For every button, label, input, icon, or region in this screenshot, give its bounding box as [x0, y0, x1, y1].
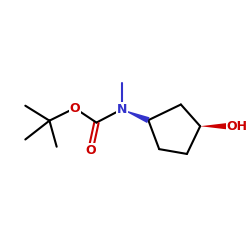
Text: N: N — [116, 103, 127, 116]
Text: OH: OH — [227, 120, 248, 133]
Text: O: O — [70, 102, 80, 114]
Polygon shape — [200, 123, 227, 129]
Polygon shape — [122, 109, 150, 123]
Text: O: O — [85, 144, 96, 157]
